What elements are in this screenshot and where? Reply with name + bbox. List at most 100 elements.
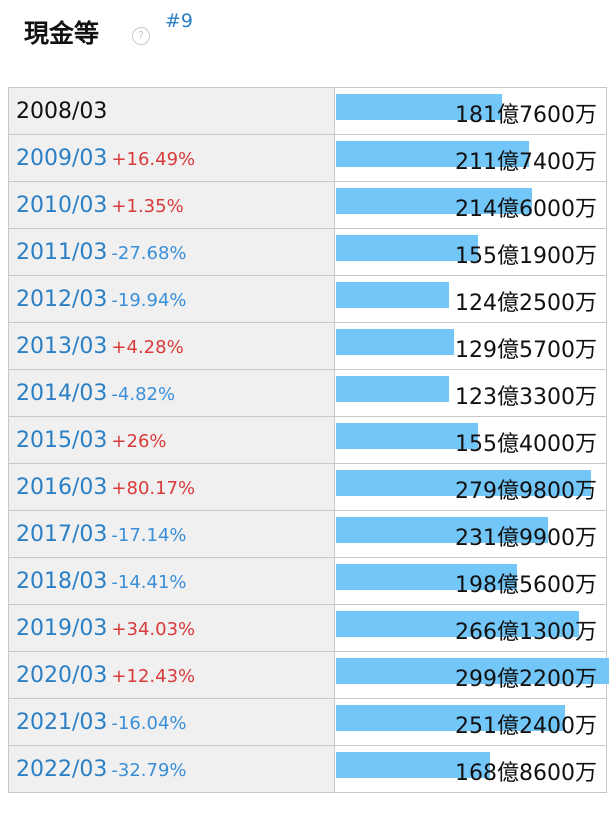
bar xyxy=(336,470,592,496)
period-cell: 2020/03 +12.43% xyxy=(8,651,335,699)
value-cell: 198億5600万 xyxy=(334,557,607,605)
value-cell: 155億4000万 xyxy=(334,416,607,464)
value-label: 129億5700万 xyxy=(455,338,597,363)
table-row: 2017/03 -17.14% 231億9900万 xyxy=(8,510,607,558)
value-label: 251億2400万 xyxy=(455,714,597,739)
bar xyxy=(336,235,478,261)
change: +1.35% xyxy=(111,195,184,217)
change: +80.17% xyxy=(111,477,196,499)
bar xyxy=(336,752,491,778)
period: 2015/03 xyxy=(16,427,108,453)
period-cell: 2017/03 -17.14% xyxy=(8,510,335,558)
change: -16.04% xyxy=(111,712,187,734)
period: 2020/03 xyxy=(16,662,108,688)
period: 2016/03 xyxy=(16,474,108,500)
value-label: 155億1900万 xyxy=(455,244,597,269)
value-label: 231億9900万 xyxy=(455,526,597,551)
rank-link[interactable]: #9 xyxy=(165,10,194,32)
value-label: 124億2500万 xyxy=(455,291,597,316)
value-label: 198億5600万 xyxy=(455,573,597,598)
period: 2019/03 xyxy=(16,615,108,641)
bar xyxy=(336,94,502,120)
period-cell: 2015/03 +26% xyxy=(8,416,335,464)
value-cell: 214億6000万 xyxy=(334,181,607,229)
bar xyxy=(336,517,548,543)
table-row: 2015/03 +26% 155億4000万 xyxy=(8,416,607,464)
table-row: 2020/03 +12.43% 299億2200万 xyxy=(8,651,609,699)
table-row: 2013/03 +4.28% 129億5700万 xyxy=(8,322,607,370)
period: 2010/03 xyxy=(16,192,108,218)
bar xyxy=(336,423,478,449)
bar xyxy=(336,564,518,590)
bar xyxy=(336,329,455,355)
change: +26% xyxy=(111,430,167,452)
value-cell: 124億2500万 xyxy=(334,275,607,323)
period: 2014/03 xyxy=(16,380,108,406)
value-cell: 211億7400万 xyxy=(334,134,607,182)
table-row: 2012/03 -19.94% 124億2500万 xyxy=(8,275,607,323)
period: 2021/03 xyxy=(16,709,108,735)
table-row: 2019/03 +34.03% 266億1300万 xyxy=(8,604,607,652)
value-cell: 279億9800万 xyxy=(334,463,607,511)
period: 2018/03 xyxy=(16,568,108,594)
data-table: 2008/03 181億7600万 2009/03 +16.49% 211億7400万 2… xyxy=(8,87,609,793)
period-cell: 2014/03 -4.82% xyxy=(8,369,335,417)
table-row: 2014/03 -4.82% 123億3300万 xyxy=(8,369,607,417)
change: +12.43% xyxy=(111,665,196,687)
value-cell: 266億1300万 xyxy=(334,604,607,652)
change: -14.41% xyxy=(111,571,187,593)
period-cell: 2018/03 -14.41% xyxy=(8,557,335,605)
period: 2012/03 xyxy=(16,286,108,312)
change: -19.94% xyxy=(111,289,187,311)
value-label: 266億1300万 xyxy=(455,620,597,645)
period-cell: 2009/03 +16.49% xyxy=(8,134,335,182)
change: +34.03% xyxy=(111,618,196,640)
table-row: 2008/03 181億7600万 xyxy=(8,87,607,135)
period: 2017/03 xyxy=(16,521,108,547)
value-label: 155億4000万 xyxy=(455,432,597,457)
period-cell: 2022/03 -32.79% xyxy=(8,745,335,793)
value-label: 168億8600万 xyxy=(455,761,597,786)
period-cell: 2010/03 +1.35% xyxy=(8,181,335,229)
period-cell: 2019/03 +34.03% xyxy=(8,604,335,652)
value-cell: 231億9900万 xyxy=(334,510,607,558)
title: 現金等 xyxy=(24,19,100,48)
value-label: 211億7400万 xyxy=(455,150,597,175)
bar xyxy=(336,658,609,684)
period-cell: 2016/03 +80.17% xyxy=(8,463,335,511)
help-icon[interactable]: ? xyxy=(132,27,150,45)
period-cell: 2008/03 xyxy=(8,87,335,135)
table-row: 2016/03 +80.17% 279億9800万 xyxy=(8,463,607,511)
table-row: 2021/03 -16.04% 251億2400万 xyxy=(8,698,607,746)
table-row: 2022/03 -32.79% 168億8600万 xyxy=(8,745,607,793)
bar xyxy=(336,141,530,167)
value-cell: 123億3300万 xyxy=(334,369,607,417)
value-cell: 168億8600万 xyxy=(334,745,607,793)
period: 2009/03 xyxy=(16,145,108,171)
period: 2008/03 xyxy=(16,98,108,124)
bar xyxy=(336,376,449,402)
period-cell: 2012/03 -19.94% xyxy=(8,275,335,323)
value-cell: 299億2200万 xyxy=(334,651,609,699)
value-label: 181億7600万 xyxy=(455,103,597,128)
period-cell: 2013/03 +4.28% xyxy=(8,322,335,370)
period-cell: 2011/03 -27.68% xyxy=(8,228,335,276)
change: -4.82% xyxy=(111,383,176,405)
table-row: 2018/03 -14.41% 198億5600万 xyxy=(8,557,607,605)
value-cell: 129億5700万 xyxy=(334,322,607,370)
change: -27.68% xyxy=(111,242,187,264)
change: -17.14% xyxy=(111,524,187,546)
value-cell: 155億1900万 xyxy=(334,228,607,276)
value-label: 299億2200万 xyxy=(455,667,597,692)
bar xyxy=(336,188,532,214)
bar xyxy=(336,705,566,731)
value-label: 214億6000万 xyxy=(455,197,597,222)
change: +16.49% xyxy=(111,148,196,170)
table-row: 2009/03 +16.49% 211億7400万 xyxy=(8,134,607,182)
bar xyxy=(336,282,450,308)
period: 2013/03 xyxy=(16,333,108,359)
value-cell: 251億2400万 xyxy=(334,698,607,746)
period-cell: 2021/03 -16.04% xyxy=(8,698,335,746)
period: 2022/03 xyxy=(16,756,108,782)
